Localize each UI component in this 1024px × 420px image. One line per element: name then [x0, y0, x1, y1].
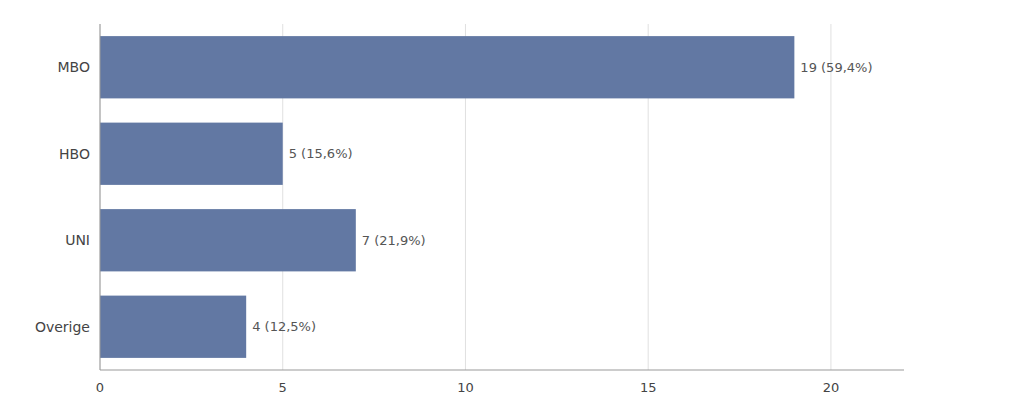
bar	[100, 123, 283, 185]
y-tick-label: UNI	[65, 232, 90, 248]
data-label: 19 (59,4%)	[800, 60, 872, 75]
bar	[100, 209, 356, 271]
x-tick-label: 0	[96, 380, 104, 395]
grid-line	[830, 24, 831, 370]
x-tick-label: 15	[640, 380, 657, 395]
y-tick-label: Overige	[35, 319, 90, 335]
grid	[100, 24, 831, 370]
data-label: 4 (12,5%)	[252, 319, 316, 334]
bar	[100, 296, 246, 358]
bars	[100, 36, 794, 358]
y-tick-label: HBO	[59, 146, 90, 162]
chart: 0 5 10 15 20 MBO HBO UNI Overige 19 (59,4%) 5 (15,…	[0, 0, 1024, 420]
grid-line	[100, 24, 101, 370]
x-axis-line	[100, 370, 904, 371]
x-tick-label: 10	[457, 380, 474, 395]
x-tick-label: 20	[823, 380, 840, 395]
chart-container: 0 5 10 15 20 MBO HBO UNI Overige 19 (59,4%) 5 (15,…	[0, 0, 1024, 420]
x-tick-label: 5	[279, 380, 287, 395]
bar	[100, 36, 794, 98]
data-label: 5 (15,6%)	[289, 146, 353, 161]
y-axis-line	[100, 24, 101, 370]
y-tick-label: MBO	[58, 59, 90, 75]
data-label: 7 (21,9%)	[362, 233, 426, 248]
